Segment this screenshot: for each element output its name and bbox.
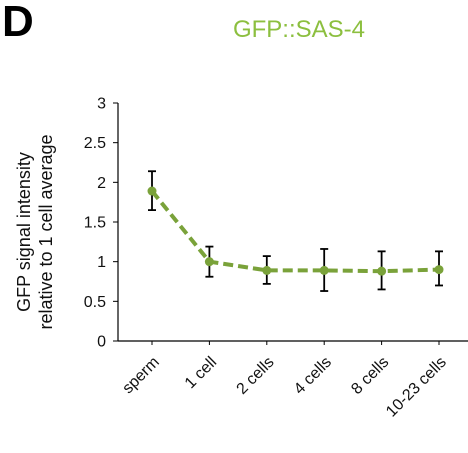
y-tick-label: 2: [97, 175, 106, 192]
x-tick-label: 2 cells: [234, 354, 278, 398]
panel-label: D: [2, 0, 34, 46]
data-point: [434, 265, 444, 275]
x-tick-label: 8 cells: [348, 354, 392, 398]
data-point: [204, 257, 214, 267]
y-tick-label: 0.5: [84, 294, 106, 311]
y-tick-label: 0: [97, 334, 106, 351]
y-tick-label: 1.5: [84, 215, 106, 232]
x-tick-label: sperm: [119, 354, 162, 397]
data-point: [319, 265, 329, 275]
x-tick-label: 1 cell: [182, 354, 220, 392]
x-tick-label: 10-23 cells: [383, 354, 450, 421]
x-tick-label: 4 cells: [291, 354, 335, 398]
y-axis-title: relative to 1 cell average: [36, 134, 56, 329]
series-line: [150, 189, 440, 274]
y-tick-label: 3: [97, 96, 106, 113]
chart-title: GFP::SAS-4: [232, 16, 366, 43]
data-point: [377, 266, 387, 276]
y-axis-title: GFP signal intensity: [14, 152, 34, 312]
y-tick-label: 2.5: [84, 135, 106, 152]
data-point: [262, 265, 272, 275]
data-point: [147, 186, 157, 196]
y-tick-label: 1: [97, 254, 106, 271]
